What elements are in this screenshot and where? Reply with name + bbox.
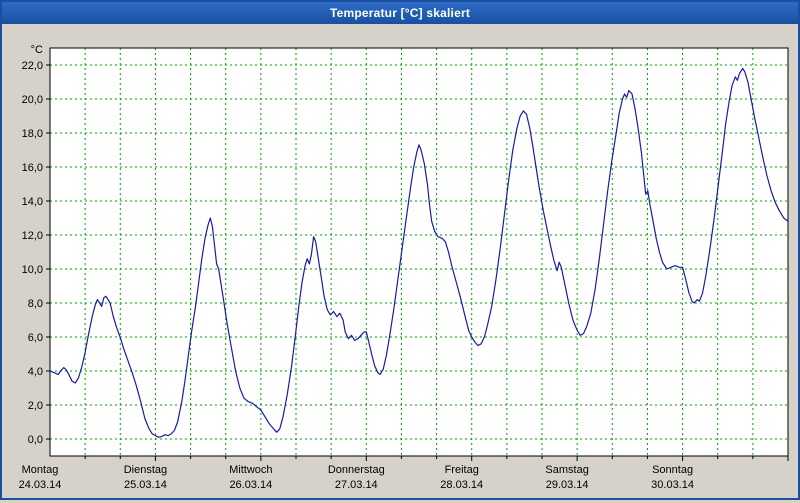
x-axis-day-label: Donnerstag (328, 464, 385, 476)
y-axis-label: 22,0 (22, 60, 43, 72)
x-axis-day-label: Dienstag (124, 464, 167, 476)
x-axis-day-label: Mittwoch (229, 464, 272, 476)
y-axis-label: 2,0 (28, 400, 43, 412)
chart-area-wrapper: 0,0 2,0 4,0 6,0 8,0 10,0 12,0 14,0 16,0 18,0 20,0 2… (2, 24, 798, 498)
x-axis-date-label: 27.03.14 (335, 479, 378, 491)
y-axis-label: 12,0 (22, 230, 43, 242)
x-axis-day-label: Samstag (545, 464, 588, 476)
x-axis-date-label: 29.03.14 (546, 479, 589, 491)
x-axis-date-label: 25.03.14 (124, 479, 167, 491)
y-axis-label: 18,0 (22, 128, 43, 140)
y-axis-label: 14,0 (22, 196, 43, 208)
y-axis-label: 16,0 (22, 162, 43, 174)
plot-border (49, 47, 789, 457)
plot-background (50, 48, 788, 456)
y-axis-label: 8,0 (28, 298, 43, 310)
y-axis-label: 20,0 (22, 94, 43, 106)
x-axis-day-label: Montag (22, 464, 59, 476)
y-axis-unit-label: °C (31, 44, 43, 56)
x-axis-date-label: 24.03.14 (19, 479, 62, 491)
chart-title-bar: Temperatur [°C] skaliert (2, 2, 798, 24)
y-axis-label: 4,0 (28, 366, 43, 378)
y-axis-label: 0,0 (28, 434, 43, 446)
y-axis-label: 10,0 (22, 264, 43, 276)
y-axis-label: 6,0 (28, 332, 43, 344)
x-axis-date-label: 28.03.14 (440, 479, 483, 491)
temperature-line (49, 67, 789, 438)
temperature-chart: 0,0 2,0 4,0 6,0 8,0 10,0 12,0 14,0 16,0 18,0 20,0 2… (19, 44, 789, 491)
x-axis-day-label: Sonntag (652, 464, 693, 476)
x-axis-day-label: Freitag (445, 464, 479, 476)
x-axis-date-label: 30.03.14 (651, 479, 694, 491)
x-axis-date-label: 26.03.14 (229, 479, 272, 491)
